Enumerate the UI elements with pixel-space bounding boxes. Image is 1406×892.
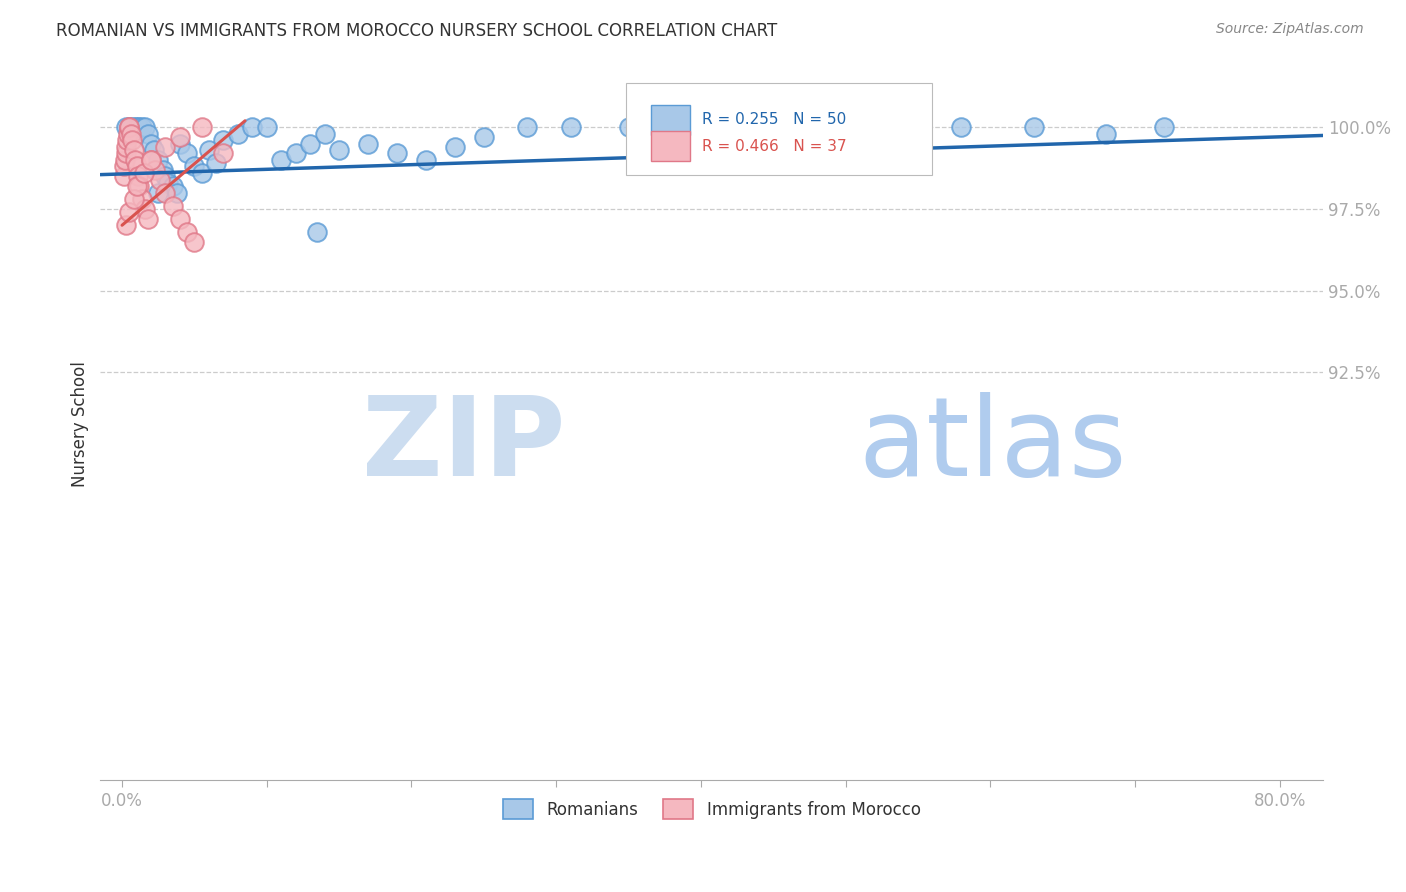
Point bbox=[661, 127, 683, 141]
Point bbox=[560, 120, 582, 135]
Point bbox=[718, 120, 741, 135]
Point bbox=[118, 120, 141, 135]
Point bbox=[357, 136, 380, 151]
Point bbox=[226, 127, 249, 141]
Point bbox=[117, 127, 139, 141]
Point bbox=[115, 133, 138, 147]
Point bbox=[205, 156, 228, 170]
Point bbox=[134, 202, 156, 216]
Point bbox=[128, 179, 150, 194]
Point bbox=[516, 120, 538, 135]
Point bbox=[122, 192, 145, 206]
Point bbox=[148, 153, 170, 167]
Point bbox=[212, 133, 235, 147]
Point bbox=[190, 120, 212, 135]
Point bbox=[162, 179, 184, 194]
FancyBboxPatch shape bbox=[651, 104, 690, 135]
Point bbox=[149, 172, 172, 186]
Text: atlas: atlas bbox=[859, 392, 1128, 500]
Point bbox=[121, 133, 143, 147]
Point bbox=[139, 136, 162, 151]
Point bbox=[136, 211, 159, 226]
Point bbox=[198, 143, 221, 157]
Point bbox=[127, 169, 149, 184]
Point bbox=[143, 162, 166, 177]
Point bbox=[115, 120, 138, 135]
Point bbox=[617, 120, 640, 135]
Point bbox=[155, 169, 177, 184]
Point bbox=[240, 120, 263, 135]
Point bbox=[176, 146, 198, 161]
Point bbox=[134, 120, 156, 135]
Point bbox=[863, 120, 886, 135]
Point bbox=[162, 199, 184, 213]
Point bbox=[212, 146, 235, 161]
Point bbox=[139, 153, 162, 167]
Point bbox=[125, 160, 148, 174]
Point bbox=[284, 146, 307, 161]
Point bbox=[169, 136, 191, 151]
Point bbox=[176, 225, 198, 239]
Point bbox=[256, 120, 278, 135]
Legend: Romanians, Immigrants from Morocco: Romanians, Immigrants from Morocco bbox=[496, 793, 927, 825]
Y-axis label: Nursery School: Nursery School bbox=[72, 361, 89, 487]
Point bbox=[1022, 120, 1045, 135]
Point bbox=[950, 120, 973, 135]
Point bbox=[112, 160, 135, 174]
Point bbox=[157, 176, 180, 190]
Point bbox=[132, 166, 155, 180]
Point bbox=[124, 153, 146, 167]
Point bbox=[117, 120, 139, 135]
Point bbox=[124, 120, 146, 135]
Point bbox=[183, 160, 205, 174]
Point bbox=[155, 140, 177, 154]
Point bbox=[415, 153, 437, 167]
Point bbox=[128, 120, 150, 135]
Point bbox=[122, 143, 145, 157]
Point bbox=[118, 205, 141, 219]
Point bbox=[112, 169, 135, 184]
Point bbox=[155, 186, 177, 200]
Point bbox=[142, 143, 165, 157]
Point bbox=[139, 153, 162, 167]
Point bbox=[385, 146, 408, 161]
Point bbox=[314, 127, 336, 141]
Point bbox=[152, 162, 174, 177]
Point bbox=[120, 127, 142, 141]
Point bbox=[183, 235, 205, 249]
Point bbox=[190, 166, 212, 180]
Text: ZIP: ZIP bbox=[361, 392, 565, 500]
Text: R = 0.255   N = 50: R = 0.255 N = 50 bbox=[702, 112, 846, 128]
Point bbox=[131, 120, 153, 135]
Point bbox=[328, 143, 350, 157]
Point bbox=[1095, 127, 1118, 141]
Point bbox=[169, 130, 191, 145]
Point bbox=[125, 120, 148, 135]
Point bbox=[806, 120, 828, 135]
Point bbox=[114, 146, 136, 161]
Text: Source: ZipAtlas.com: Source: ZipAtlas.com bbox=[1216, 22, 1364, 37]
Point bbox=[1153, 120, 1175, 135]
Point bbox=[131, 192, 153, 206]
Point bbox=[472, 130, 495, 145]
Point bbox=[121, 120, 143, 135]
Text: ROMANIAN VS IMMIGRANTS FROM MOROCCO NURSERY SCHOOL CORRELATION CHART: ROMANIAN VS IMMIGRANTS FROM MOROCCO NURS… bbox=[56, 22, 778, 40]
Point bbox=[118, 120, 141, 135]
Point bbox=[307, 225, 329, 239]
Point bbox=[270, 153, 292, 167]
Point bbox=[115, 219, 138, 233]
Point bbox=[166, 186, 188, 200]
Point bbox=[148, 186, 170, 200]
FancyBboxPatch shape bbox=[651, 131, 690, 161]
Point bbox=[299, 136, 322, 151]
Text: R = 0.466   N = 37: R = 0.466 N = 37 bbox=[702, 139, 846, 153]
Point bbox=[136, 127, 159, 141]
FancyBboxPatch shape bbox=[626, 83, 932, 176]
Point bbox=[125, 179, 148, 194]
Point bbox=[444, 140, 467, 154]
Point bbox=[114, 153, 136, 167]
Point bbox=[115, 140, 138, 154]
Point bbox=[169, 211, 191, 226]
